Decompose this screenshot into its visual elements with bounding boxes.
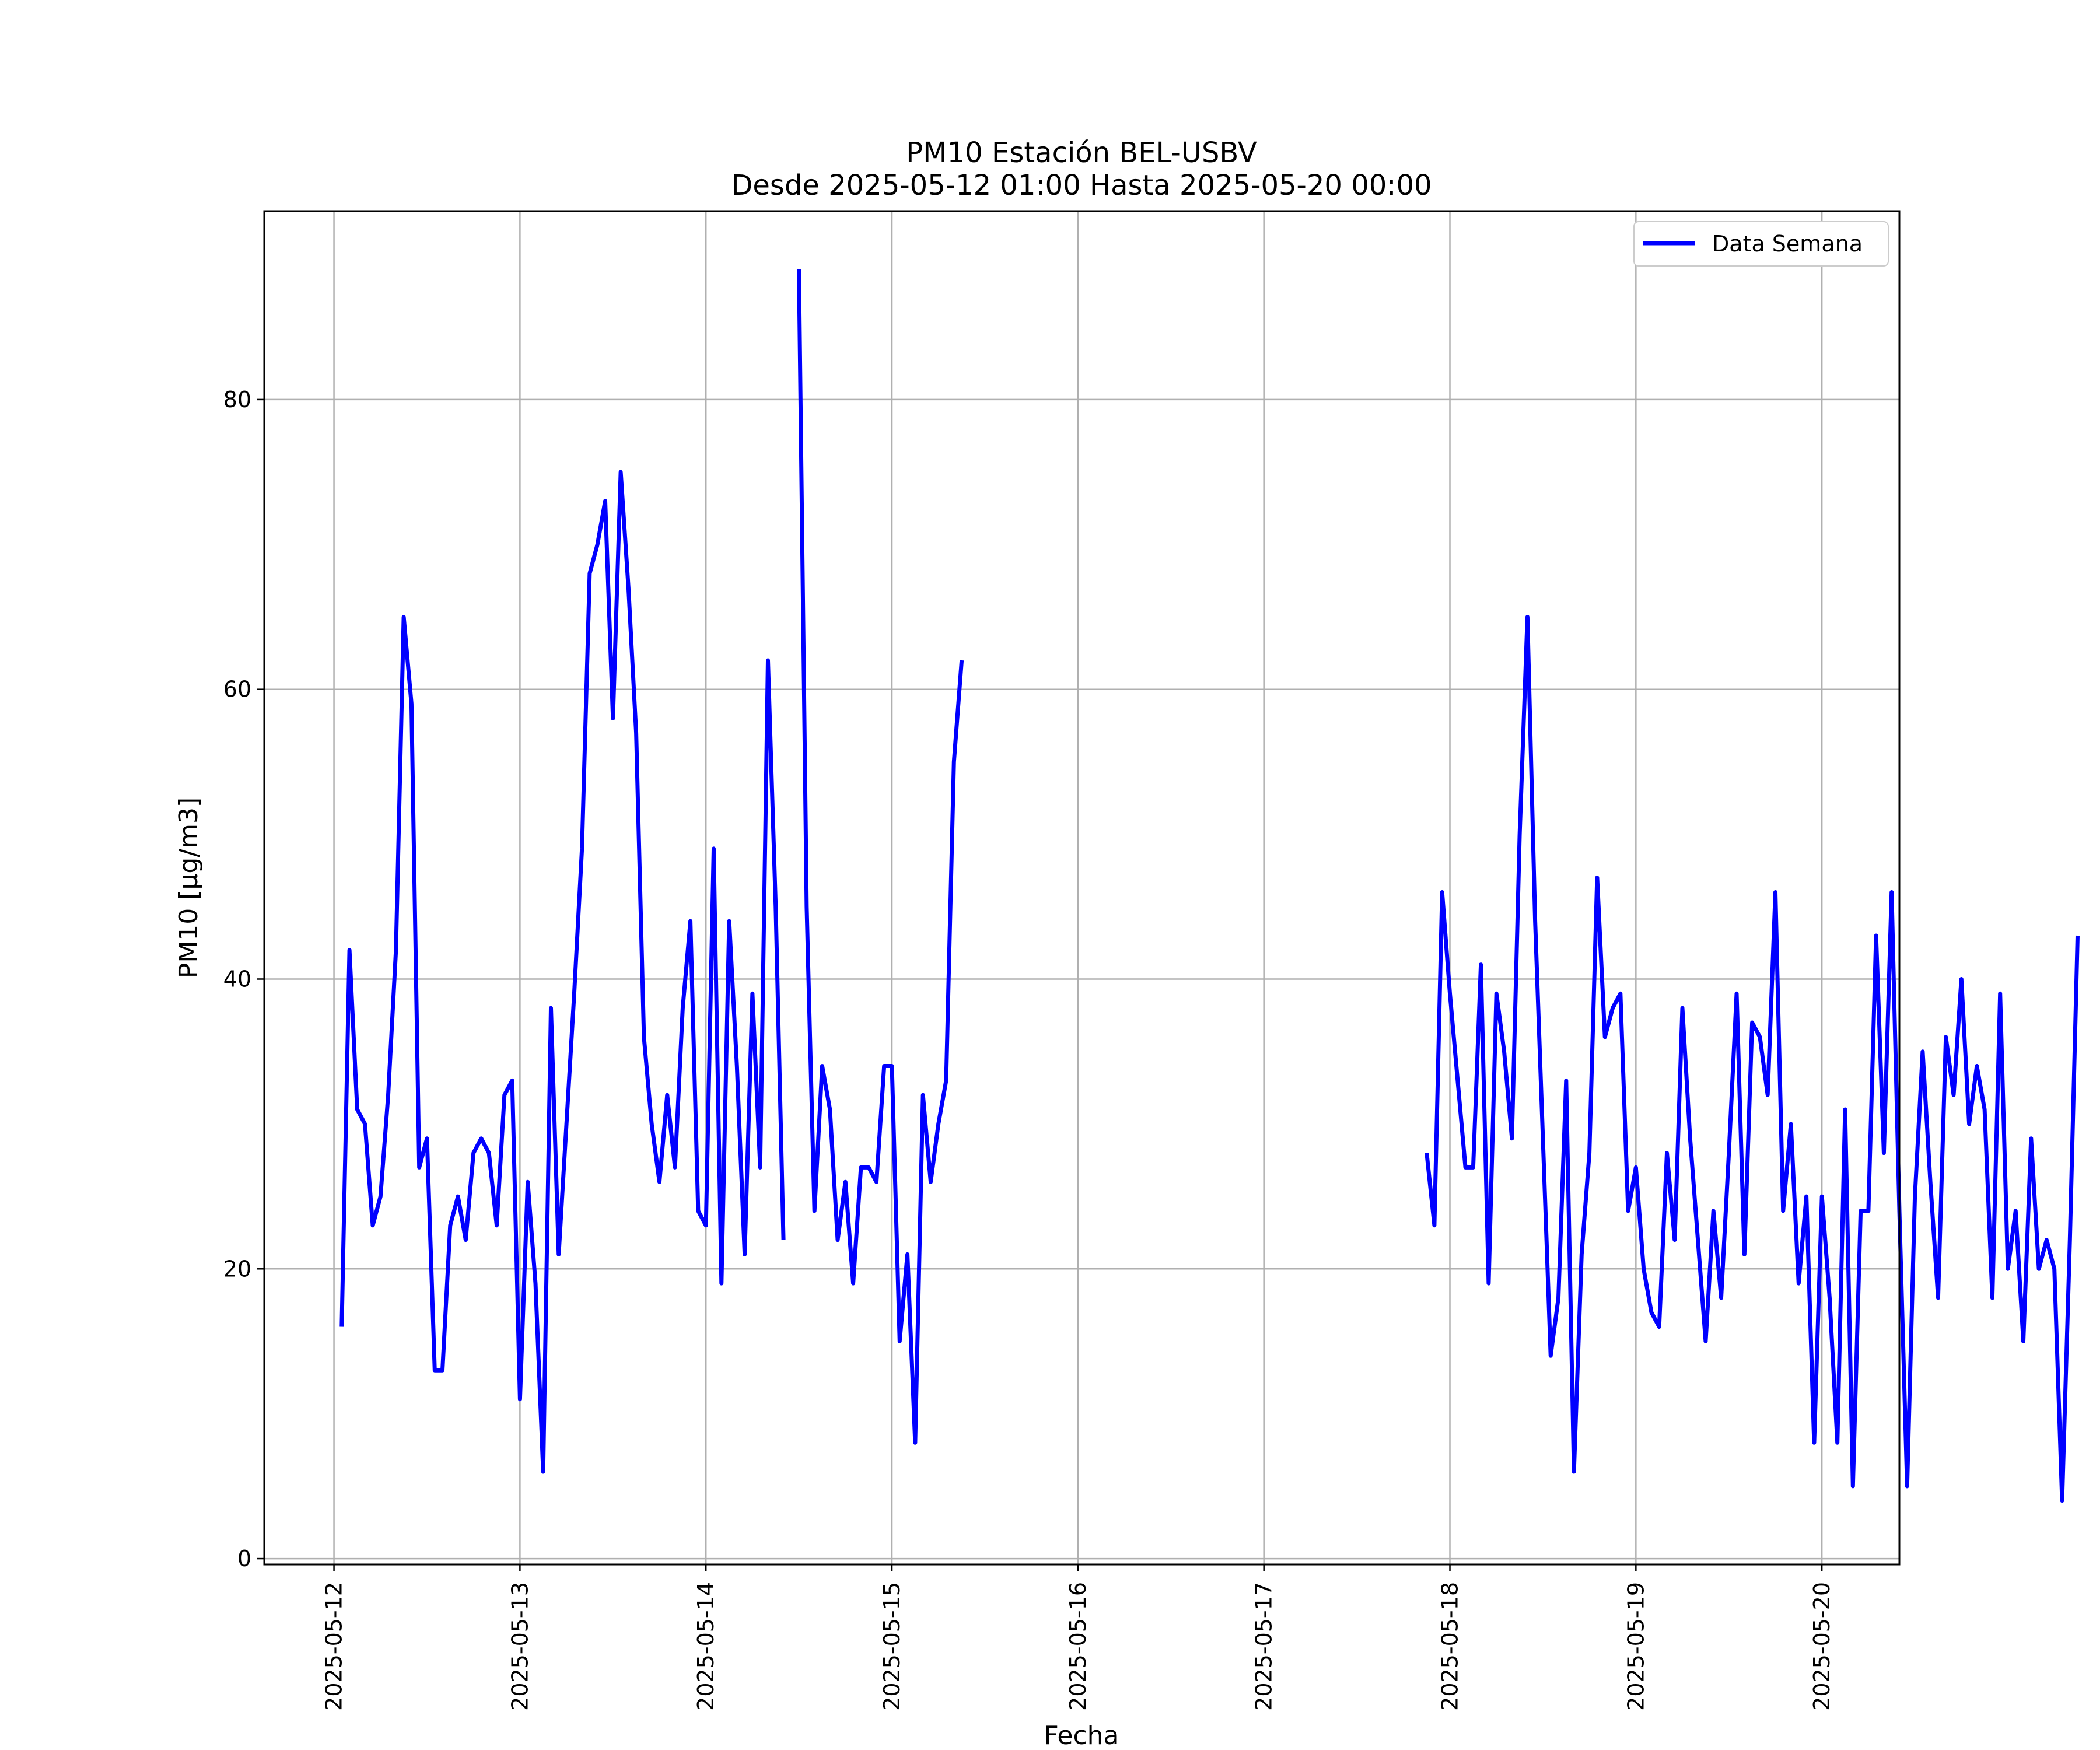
x-tick-label: 2025-05-17 <box>1251 1582 1277 1711</box>
x-axis-label: Fecha <box>1044 1721 1119 1750</box>
y-tick-label: 0 <box>237 1546 251 1572</box>
legend-label: Data Semana <box>1712 231 1863 257</box>
x-tick-label: 2025-05-14 <box>693 1582 719 1711</box>
x-tick-label: 2025-05-18 <box>1437 1582 1463 1711</box>
legend-box <box>1633 221 1889 267</box>
grid-lines <box>264 211 1899 1564</box>
x-tick-label: 2025-05-20 <box>1809 1582 1835 1711</box>
x-tick-label: 2025-05-13 <box>507 1582 533 1711</box>
plot-frame <box>263 210 1901 1566</box>
y-axis-label: PM10 [μg/m3] <box>174 797 204 978</box>
series-line-segment <box>340 470 786 1474</box>
y-tick-label: 20 <box>223 1256 251 1282</box>
x-tick-label: 2025-05-16 <box>1065 1582 1091 1711</box>
x-tick-label: 2025-05-19 <box>1623 1582 1648 1711</box>
x-tick-label: 2025-05-15 <box>879 1582 905 1711</box>
legend: Data Semana <box>1633 221 1889 267</box>
y-tick-label: 40 <box>223 966 251 992</box>
axis-ticks: 0 20 40 60 80 2025-05-12 2025-05-13 2025-05-14 2… <box>223 387 1835 1711</box>
chart-title: PM10 Estación BEL-USBV <box>906 136 1257 169</box>
y-tick-label: 80 <box>223 387 251 412</box>
y-tick-label: 60 <box>223 677 251 702</box>
series-layer <box>340 269 2080 1503</box>
series-line-segment <box>797 269 964 1445</box>
x-tick-label: 2025-05-12 <box>321 1582 347 1711</box>
chart-subtitle: Desde 2025-05-12 01:00 Hasta 2025-05-20 … <box>731 169 1432 202</box>
series-line-segment <box>1424 615 2080 1503</box>
